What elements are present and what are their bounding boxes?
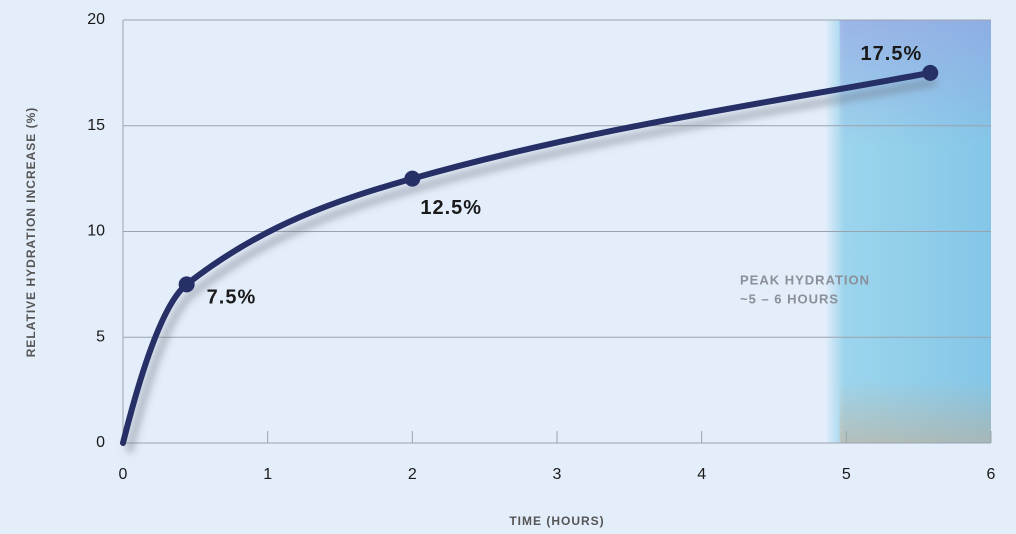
annotation: PEAK HYDRATION (740, 272, 870, 287)
x-tick-label: 6 (987, 466, 996, 483)
y-tick-label: 0 (96, 434, 105, 451)
y-tick-label: 5 (96, 328, 105, 345)
x-tick-label: 5 (842, 466, 851, 483)
point (178, 276, 195, 293)
y-tick-label: 20 (87, 11, 105, 28)
x-tick-label: 2 (408, 466, 417, 483)
y-tick-label: 10 (87, 223, 105, 240)
x-tick-label: 0 (119, 466, 128, 483)
y-tick-label: 15 (87, 117, 105, 134)
y-axis-title: RELATIVE HYDRATION INCREASE (%) (24, 107, 38, 358)
line (120, 69, 934, 446)
x-axis-title: TIME (HOURS) (509, 514, 604, 528)
point (404, 170, 421, 187)
point (922, 64, 939, 81)
value-label: 7.5% (207, 287, 257, 309)
x-tick-label: 3 (553, 466, 562, 483)
annotation: ~5 – 6 HOURS (740, 291, 839, 306)
x-tick-label: 4 (697, 466, 706, 483)
x-tick-label: 1 (263, 466, 272, 483)
line-shadow (125, 78, 937, 453)
value-label: 17.5% (861, 43, 923, 65)
value-label: 12.5% (420, 197, 482, 219)
